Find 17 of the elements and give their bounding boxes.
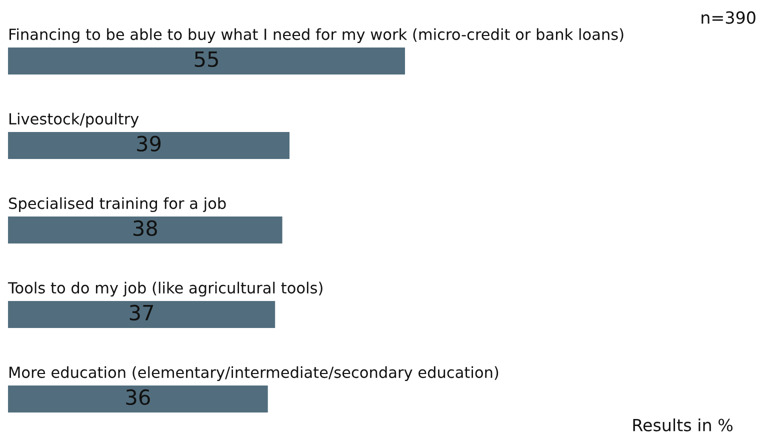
y-tick-label: Tools to do my job (like agricultural tools)	[8, 282, 322, 297]
bar	[8, 300, 276, 328]
y-tick-label: Financing to be able to buy what I need for my work (micro-credit or bank loans)	[10, 28, 624, 44]
data-label: 37	[130, 304, 154, 321]
data-label: 55	[194, 52, 218, 68]
bar	[8, 47, 405, 75]
y-tick-label: More education (elementary/intermediate/secondary education)	[10, 366, 498, 382]
data-label: 39	[137, 136, 161, 152]
y-tick-label: Livestock/poultry	[10, 112, 139, 128]
y-tick-label: Specialised training for a job	[9, 197, 226, 212]
text: Results in %	[633, 418, 733, 432]
data-label: 36	[126, 389, 150, 406]
bar	[8, 216, 282, 244]
text: n=390	[702, 11, 756, 24]
bar	[8, 385, 268, 413]
data-label: 38	[133, 220, 157, 236]
bar	[8, 132, 290, 160]
